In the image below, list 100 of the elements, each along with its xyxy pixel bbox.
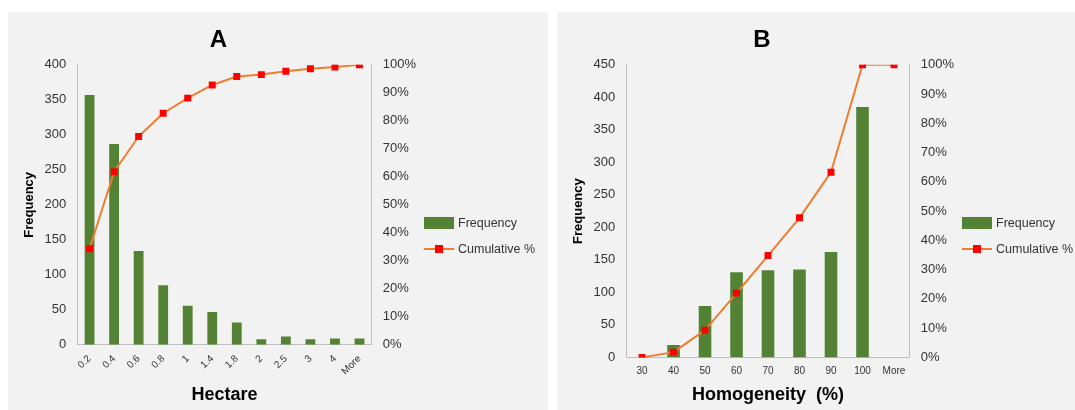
- x-tick-label: More: [882, 365, 906, 377]
- point: [86, 245, 94, 253]
- y-tick-label: 0: [608, 348, 616, 364]
- bar: [793, 269, 806, 358]
- point: [208, 81, 216, 89]
- bar: [207, 311, 218, 345]
- bar: [109, 143, 120, 345]
- point: [184, 94, 192, 102]
- y-tick-label: 350: [44, 91, 67, 107]
- legend-label: Frequency: [458, 216, 518, 230]
- y-axis-title: Frequency: [21, 171, 37, 238]
- bar: [824, 252, 838, 358]
- y2-tick-label: 70%: [382, 140, 410, 156]
- y-tick-label: 50: [51, 301, 67, 317]
- y2-tick-label: 70%: [920, 144, 948, 160]
- y-tick-label: 400: [44, 56, 67, 72]
- point: [859, 64, 866, 69]
- bar: [761, 270, 775, 358]
- x-tick-label: 30: [636, 365, 649, 377]
- x-tick-label: 1.8: [222, 352, 241, 371]
- point: [257, 71, 265, 79]
- y-tick-label: 200: [44, 196, 67, 212]
- x-tick-label: 0.2: [75, 352, 94, 371]
- bar: [305, 339, 316, 345]
- y2-tick-label: 90%: [382, 84, 410, 100]
- x-tick-label: 4: [326, 352, 339, 365]
- y2-tick-label: 50%: [382, 196, 410, 212]
- point: [306, 65, 314, 73]
- point: [159, 109, 167, 117]
- y-tick-label: 350: [593, 121, 616, 137]
- legend-label: Frequency: [996, 216, 1056, 230]
- legend-label: Cumulative %: [996, 242, 1074, 256]
- y-tick-label: 50: [600, 316, 616, 332]
- x-tick-label: 2.5: [271, 352, 290, 371]
- point: [135, 133, 143, 140]
- x-tick-label: 0.4: [99, 352, 118, 371]
- x-axis-title: Homogeneity (%): [692, 384, 845, 405]
- x-tick-label: 40: [667, 365, 680, 377]
- y-tick-label: 450: [593, 56, 616, 72]
- legend-label: Cumulative %: [458, 242, 536, 256]
- bar: [231, 322, 242, 345]
- y-tick-label: 400: [593, 88, 616, 104]
- y2-tick-label: 60%: [382, 168, 410, 184]
- bar: [133, 251, 144, 345]
- bar: [182, 305, 193, 345]
- y2-tick-label: 10%: [382, 308, 410, 324]
- x-tick-label: 1: [179, 352, 192, 365]
- chart-title: B: [753, 25, 771, 53]
- point: [356, 64, 363, 69]
- y2-tick-label: 40%: [920, 231, 948, 247]
- y2-tick-label: 60%: [920, 173, 948, 189]
- bar: [84, 94, 95, 345]
- bar: [730, 272, 743, 358]
- y-tick-label: 300: [44, 126, 67, 142]
- y-tick-label: 150: [44, 231, 67, 247]
- y2-tick-label: 80%: [920, 114, 948, 130]
- bar: [256, 339, 267, 345]
- x-tick-label: 60: [730, 365, 743, 377]
- chart-title: A: [209, 25, 228, 53]
- point: [233, 73, 241, 81]
- y-tick-label: 100: [593, 283, 616, 299]
- x-tick-label: 70: [762, 365, 775, 377]
- y2-tick-label: 30%: [382, 252, 410, 268]
- x-tick-label: 3: [302, 352, 315, 365]
- y-tick-label: 250: [593, 186, 616, 202]
- y2-tick-label: 80%: [382, 112, 410, 128]
- y-tick-label: 300: [593, 153, 616, 169]
- x-tick-label: 80: [793, 365, 806, 377]
- x-tick-label: 90: [825, 365, 838, 377]
- x-tick-label: 0.6: [124, 352, 143, 371]
- y2-tick-label: 100%: [920, 56, 955, 72]
- y-tick-label: 200: [593, 218, 616, 234]
- bar: [280, 336, 291, 345]
- y2-tick-label: 100%: [382, 56, 417, 72]
- y2-tick-label: 90%: [920, 85, 948, 101]
- y-tick-label: 250: [44, 161, 67, 177]
- x-tick-label: 2: [252, 352, 265, 365]
- y-tick-label: 0: [59, 336, 67, 352]
- point: [110, 168, 118, 176]
- y-tick-label: 100: [44, 266, 67, 282]
- x-axis-title: Hectare: [191, 384, 258, 405]
- y2-tick-label: 10%: [920, 319, 948, 335]
- y2-tick-label: 40%: [382, 224, 410, 240]
- x-tick-label: 0.8: [148, 352, 167, 371]
- point: [764, 252, 772, 260]
- bar: [856, 107, 869, 358]
- y2-tick-label: 0%: [382, 336, 402, 352]
- x-tick-label: 100: [854, 365, 872, 377]
- point: [733, 289, 740, 297]
- y-axis-title: Frequency: [570, 177, 586, 244]
- y2-tick-label: 50%: [920, 202, 948, 218]
- point: [282, 67, 290, 75]
- point: [827, 168, 835, 176]
- y2-tick-label: 0%: [920, 348, 940, 364]
- point: [701, 326, 709, 334]
- bar: [158, 285, 169, 345]
- point: [331, 64, 339, 71]
- point: [796, 214, 803, 222]
- y2-tick-label: 30%: [920, 261, 948, 277]
- y2-tick-label: 20%: [920, 290, 948, 306]
